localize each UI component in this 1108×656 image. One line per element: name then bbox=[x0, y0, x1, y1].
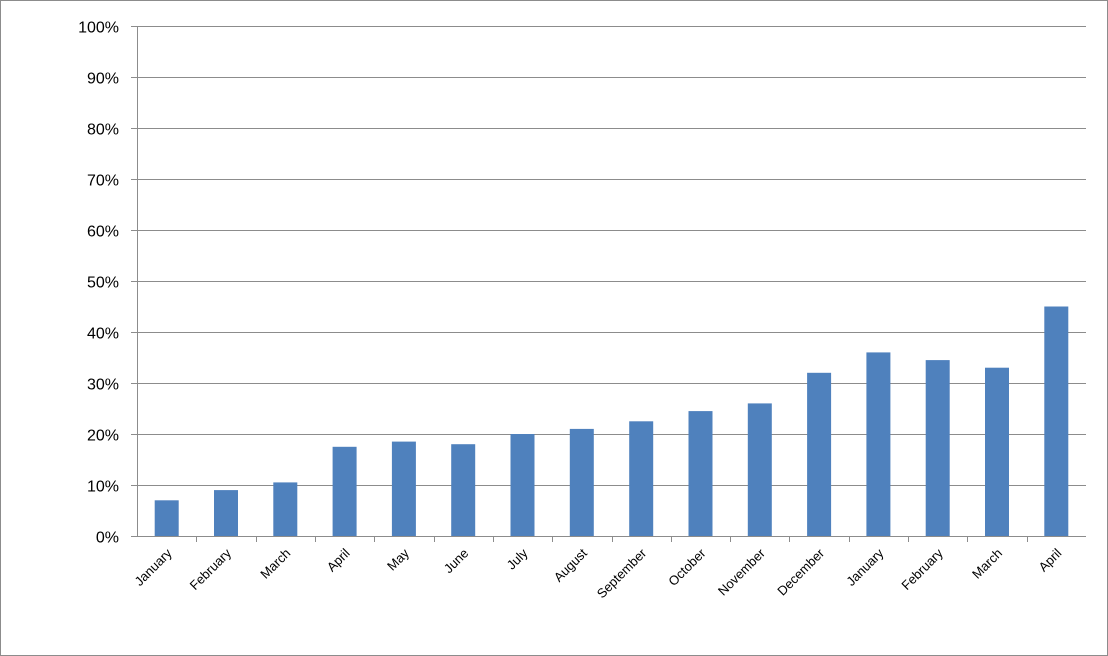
x-tick-label: May bbox=[384, 545, 412, 573]
y-tick-label: 20% bbox=[87, 428, 119, 445]
y-tick-label: 0% bbox=[96, 530, 119, 547]
x-tick-label: June bbox=[441, 546, 472, 577]
bar bbox=[629, 421, 654, 537]
x-tick-label: April bbox=[324, 545, 353, 574]
x-tick-label: March bbox=[257, 546, 293, 582]
y-tick-label: 50% bbox=[87, 275, 119, 292]
bar bbox=[866, 352, 891, 536]
x-tick-label: February bbox=[187, 545, 235, 593]
bar bbox=[510, 434, 535, 536]
bar bbox=[985, 367, 1009, 536]
y-tick-label: 70% bbox=[87, 173, 119, 190]
bar bbox=[807, 372, 832, 536]
bar bbox=[332, 446, 357, 537]
bar bbox=[747, 403, 772, 536]
x-tick-label: November bbox=[715, 545, 768, 598]
y-axis-ticks: 0% 10% 20% 30% 40% 50% 60% 70% 80% 90% 100% bbox=[78, 20, 137, 547]
gridlines bbox=[137, 26, 1086, 486]
y-tick-label: 80% bbox=[87, 122, 119, 139]
x-tick-label: March bbox=[969, 546, 1005, 582]
axes bbox=[137, 26, 1086, 537]
y-tick-label: 30% bbox=[87, 377, 119, 394]
x-axis-ticks: January February March April May June July Augu… bbox=[131, 536, 1065, 601]
x-tick-label: July bbox=[504, 545, 531, 572]
x-tick-label: January bbox=[843, 545, 887, 589]
bar bbox=[273, 482, 298, 536]
x-tick-label: September bbox=[594, 545, 650, 601]
bar bbox=[688, 411, 713, 536]
x-tick-label: August bbox=[551, 545, 590, 584]
bar bbox=[925, 360, 950, 536]
x-tick-label: October bbox=[665, 545, 709, 589]
y-tick-label: 100% bbox=[78, 20, 119, 37]
bar bbox=[391, 441, 416, 536]
x-tick-label: April bbox=[1035, 545, 1064, 574]
x-tick-label: December bbox=[774, 545, 827, 598]
bar bbox=[1044, 306, 1069, 536]
bar bbox=[154, 500, 179, 536]
y-tick-label: 10% bbox=[87, 479, 119, 496]
y-tick-label: 40% bbox=[87, 326, 119, 343]
bars bbox=[154, 306, 1069, 537]
y-tick-label: 90% bbox=[87, 71, 119, 88]
y-tick-label: 60% bbox=[87, 224, 119, 241]
bar bbox=[451, 444, 476, 536]
x-tick-label: February bbox=[898, 545, 946, 593]
bar bbox=[214, 490, 238, 536]
bar bbox=[569, 428, 594, 536]
x-tick-label: January bbox=[131, 545, 175, 589]
